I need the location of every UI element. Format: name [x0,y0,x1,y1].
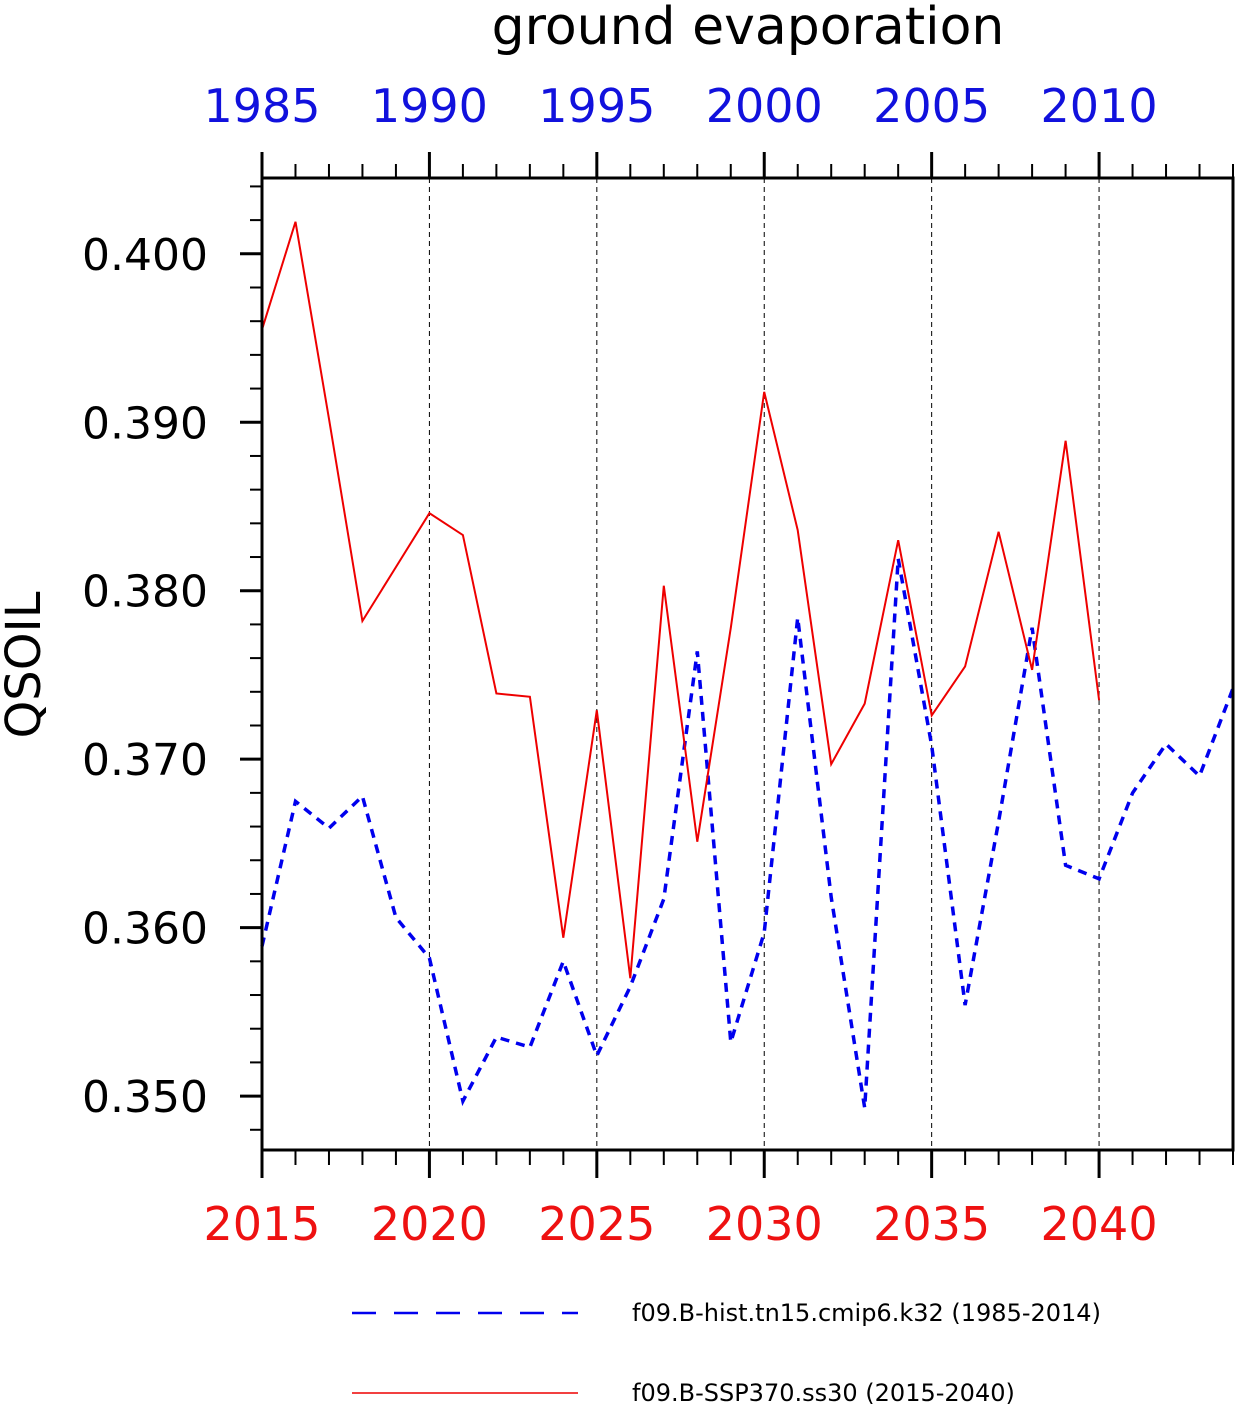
legend: f09.B-hist.tn15.cmip6.k32 (1985-2014) f09… [352,1299,1101,1407]
tick-labels: 2015 2020 2025 2030 2035 2040 1985 1990 1995 2000… [82,79,1158,1251]
axis-ticks [240,152,1234,1178]
plot-lines [260,221,1235,1109]
x-top-tick-label: 1995 [538,79,655,133]
legend-label: f09.B-SSP370.ss30 (2015-2040) [632,1379,1015,1407]
x-bottom-tick-label: 2015 [203,1197,320,1251]
x-bottom-tick-label: 2020 [371,1197,488,1251]
legend-label: f09.B-hist.tn15.cmip6.k32 (1985-2014) [632,1299,1101,1327]
x-bottom-tick-label: 2030 [706,1197,823,1251]
x-bottom-tick-label: 2040 [1041,1197,1158,1251]
y-axis-label: QSOIL [0,591,52,738]
y-tick-label: 0.350 [82,1072,208,1123]
y-tick-label: 0.400 [82,230,208,281]
x-top-tick-label: 2000 [706,79,823,133]
x-top-tick-label: 1990 [371,79,488,133]
x-top-tick-label: 2005 [873,79,990,133]
series-ssp370-line [261,221,1101,979]
x-bottom-tick-label: 2035 [873,1197,990,1251]
plot-frame [260,176,1235,1152]
x-bottom-tick-label: 2025 [538,1197,655,1251]
x-top-tick-label: 2010 [1041,79,1158,133]
chart-title: ground evaporation [492,0,1005,57]
x-top-tick-label: 1985 [203,79,320,133]
series-hist-line [260,558,1235,1109]
y-tick-label: 0.360 [82,904,208,955]
gridlines [428,178,1100,1150]
y-tick-label: 0.390 [82,398,208,449]
y-tick-label: 0.370 [82,735,208,786]
y-tick-label: 0.380 [82,567,208,618]
